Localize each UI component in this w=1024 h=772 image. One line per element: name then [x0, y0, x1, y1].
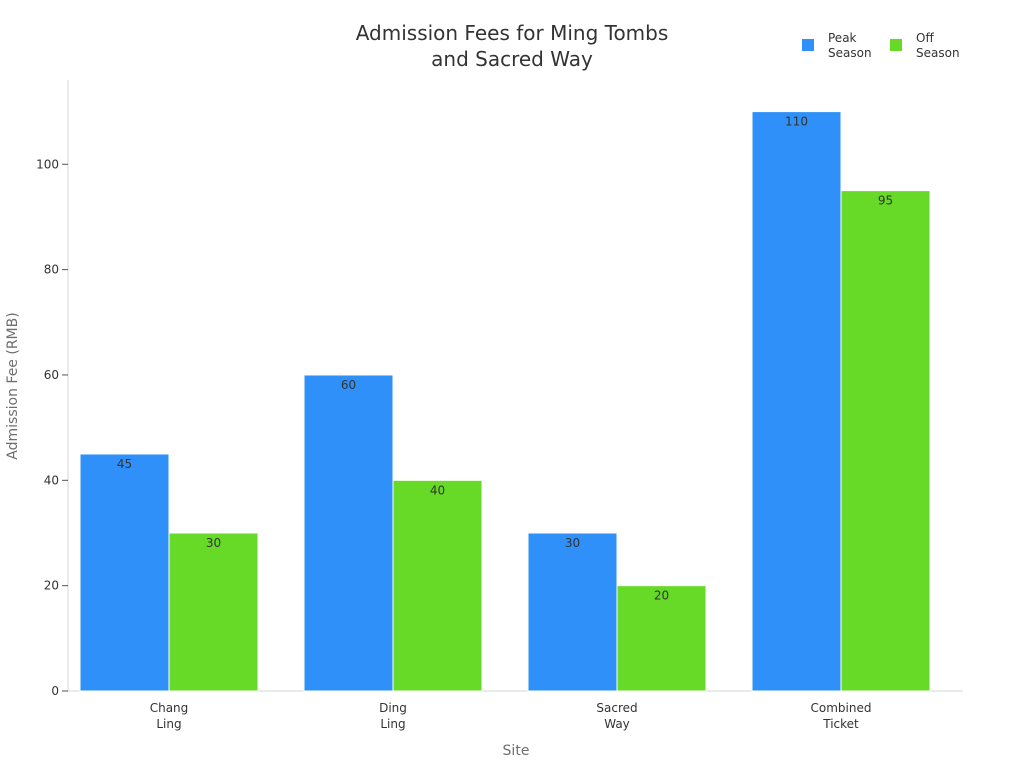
data-label: 60: [341, 378, 356, 392]
legend-label-line: Peak: [828, 31, 857, 45]
x-tick-label: Ding Ling: [379, 701, 407, 731]
bars: [79, 111, 931, 692]
y-axis-label: Admission Fee (RMB): [5, 312, 21, 459]
x-tick-label-line: Ding: [379, 701, 407, 715]
y-tick-label: 0: [51, 684, 59, 698]
x-tick-label-line: Way: [604, 717, 630, 731]
bar-peak-0: [79, 453, 170, 692]
legend-label-line: Season: [916, 46, 960, 60]
bar-peak-3: [751, 111, 842, 692]
x-tick-label: Chang Ling: [150, 701, 189, 731]
bar-off-3: [840, 190, 931, 692]
x-axis-label: Site: [503, 743, 530, 759]
legend-label: Peak Season: [828, 31, 872, 60]
legend-label: Off Season: [916, 31, 960, 60]
data-label: 40: [430, 483, 445, 497]
chart-title-text-line: Admission Fees for Ming Tombs: [356, 21, 669, 45]
bar-off-0: [168, 532, 259, 692]
chart-title: Admission Fees for Ming Tombs and Sacred …: [356, 21, 669, 71]
y-tick-label: 20: [44, 579, 59, 593]
data-label: 30: [565, 536, 580, 550]
y-tick-label: 40: [44, 473, 59, 487]
x-tick-label: Combined Ticket: [811, 701, 872, 731]
data-label: 30: [206, 536, 221, 550]
x-tick-label-line: Chang: [150, 701, 189, 715]
legend-swatch: [890, 39, 902, 51]
legend-label-line: Season: [828, 46, 872, 60]
y-tick-label: 80: [44, 263, 59, 277]
chart-title-text-line: and Sacred Way: [431, 47, 593, 71]
legend-label-line: Off: [916, 31, 934, 45]
legend-swatch: [802, 39, 814, 51]
axes: 0 20 40 60 80 100 Chang Ling Ding Ling Sacred Way Co…: [36, 80, 963, 731]
data-label: 110: [785, 115, 808, 129]
data-label: 20: [654, 589, 669, 603]
y-tick-label: 100: [36, 157, 59, 171]
bar-off-2: [616, 585, 707, 692]
x-tick-label-line: Ling: [156, 717, 181, 731]
data-labels: 45 60 30 110 30 40 20 95: [117, 115, 893, 603]
x-tick-label-line: Sacred: [596, 701, 637, 715]
x-tick-label-line: Combined: [811, 701, 872, 715]
bar-peak-1: [303, 374, 394, 692]
y-tick-label: 60: [44, 368, 59, 382]
x-tick-label: Sacred Way: [596, 701, 637, 731]
bar-off-1: [392, 479, 483, 692]
x-tick-label-line: Ticket: [822, 717, 859, 731]
x-tick-label-line: Ling: [380, 717, 405, 731]
data-label: 45: [117, 457, 132, 471]
bar-peak-2: [527, 532, 618, 692]
data-label: 95: [878, 194, 893, 208]
chart-title-text: Admission Fees for Ming Tombs and Sacred …: [356, 21, 669, 71]
